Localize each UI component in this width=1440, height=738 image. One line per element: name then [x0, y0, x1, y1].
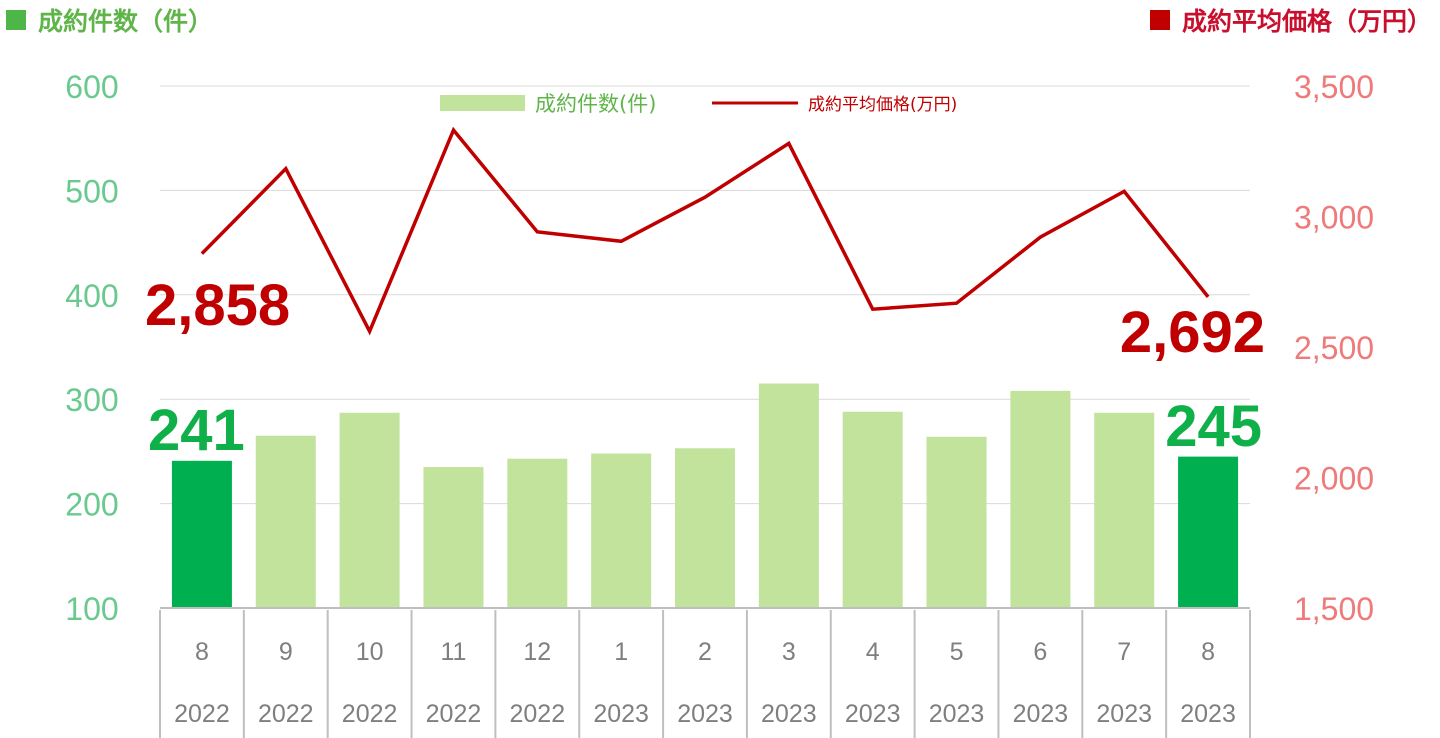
right-axis-title: 成約平均価格（万円） [1149, 2, 1432, 38]
year-label: 2023 [761, 700, 817, 728]
bar [171, 460, 232, 608]
bar [675, 448, 735, 608]
left-axis-title-text: 成約件数（件） [38, 7, 214, 36]
line-color-square-icon [1149, 10, 1170, 30]
year-label: 2022 [342, 700, 398, 728]
right-axis-title-text: 成約平均価格（万円） [1181, 7, 1432, 36]
year-label: 2023 [593, 700, 649, 728]
bar [255, 435, 316, 608]
bar [926, 436, 987, 608]
bar [842, 411, 903, 608]
bar [591, 453, 652, 608]
left-axis-ticks: 100 200 300 400 500 600 [65, 69, 118, 627]
legend-line-label: 成約平均価格(万円) [808, 95, 957, 115]
bar-color-square-icon [6, 10, 26, 30]
right-axis-tick-label: 2,500 [1294, 330, 1374, 366]
left-axis-tick-label: 400 [65, 278, 118, 314]
month-label: 11 [440, 638, 466, 666]
right-axis-tick-label: 2,000 [1294, 461, 1374, 497]
year-label: 2023 [1180, 700, 1236, 728]
bar [758, 383, 819, 608]
month-label: 3 [782, 638, 796, 666]
right-axis-tick-label: 3,500 [1294, 69, 1374, 105]
year-label: 2022 [426, 700, 482, 728]
category-table: 8 2022 9 2022 10 2022 11 2022 12 2022 1 2023 2 2023 3 2… [159, 607, 1251, 738]
legend: 成約件数(件) 成約平均価格(万円) [440, 92, 957, 116]
month-label: 4 [866, 638, 880, 666]
month-label: 8 [195, 638, 209, 666]
year-label: 2023 [1013, 700, 1069, 728]
bar [339, 412, 400, 608]
bar [1010, 390, 1071, 608]
bar-series [171, 383, 1239, 608]
price-first-callout: 2,858 [145, 273, 290, 338]
bar [507, 458, 568, 608]
bar [1178, 456, 1239, 608]
month-label: 2 [698, 638, 712, 666]
count-first-callout: 241 [148, 398, 245, 463]
legend-bar-label: 成約件数(件) [535, 92, 656, 116]
left-axis-tick-label: 100 [65, 591, 118, 627]
right-axis-ticks: 1,500 2,000 2,500 3,000 3,500 [1294, 69, 1374, 627]
left-axis-tick-label: 300 [65, 382, 118, 418]
month-label: 8 [1201, 638, 1215, 666]
year-label: 2022 [509, 700, 565, 728]
month-label: 5 [950, 638, 964, 666]
left-axis-tick-label: 500 [65, 173, 118, 209]
year-label: 2022 [174, 700, 230, 728]
price-last-callout: 2,692 [1120, 300, 1265, 365]
year-label: 2023 [845, 700, 901, 728]
right-axis-tick-label: 3,000 [1294, 200, 1374, 236]
year-label: 2022 [258, 700, 314, 728]
month-label: 9 [279, 638, 293, 666]
callouts: 2,858 2,692 241 245 [145, 273, 1265, 463]
month-label: 12 [523, 638, 551, 666]
month-label: 7 [1117, 638, 1131, 666]
year-label: 2023 [1096, 700, 1152, 728]
left-axis-tick-label: 200 [65, 487, 118, 523]
left-axis-title: 成約件数（件） [6, 2, 213, 38]
year-label: 2023 [929, 700, 985, 728]
count-last-callout: 245 [1165, 394, 1262, 459]
month-label: 6 [1033, 638, 1047, 666]
bar [423, 467, 484, 608]
month-label: 1 [614, 638, 628, 666]
gridlines [160, 85, 1250, 505]
left-axis-tick-label: 600 [65, 69, 118, 105]
month-label: 10 [356, 638, 384, 666]
legend-bar-swatch [440, 95, 525, 111]
bar [1094, 412, 1155, 608]
line-series [200, 126, 1210, 336]
price-line [200, 126, 1210, 336]
year-label: 2023 [677, 700, 733, 728]
right-axis-tick-label: 1,500 [1294, 591, 1374, 627]
